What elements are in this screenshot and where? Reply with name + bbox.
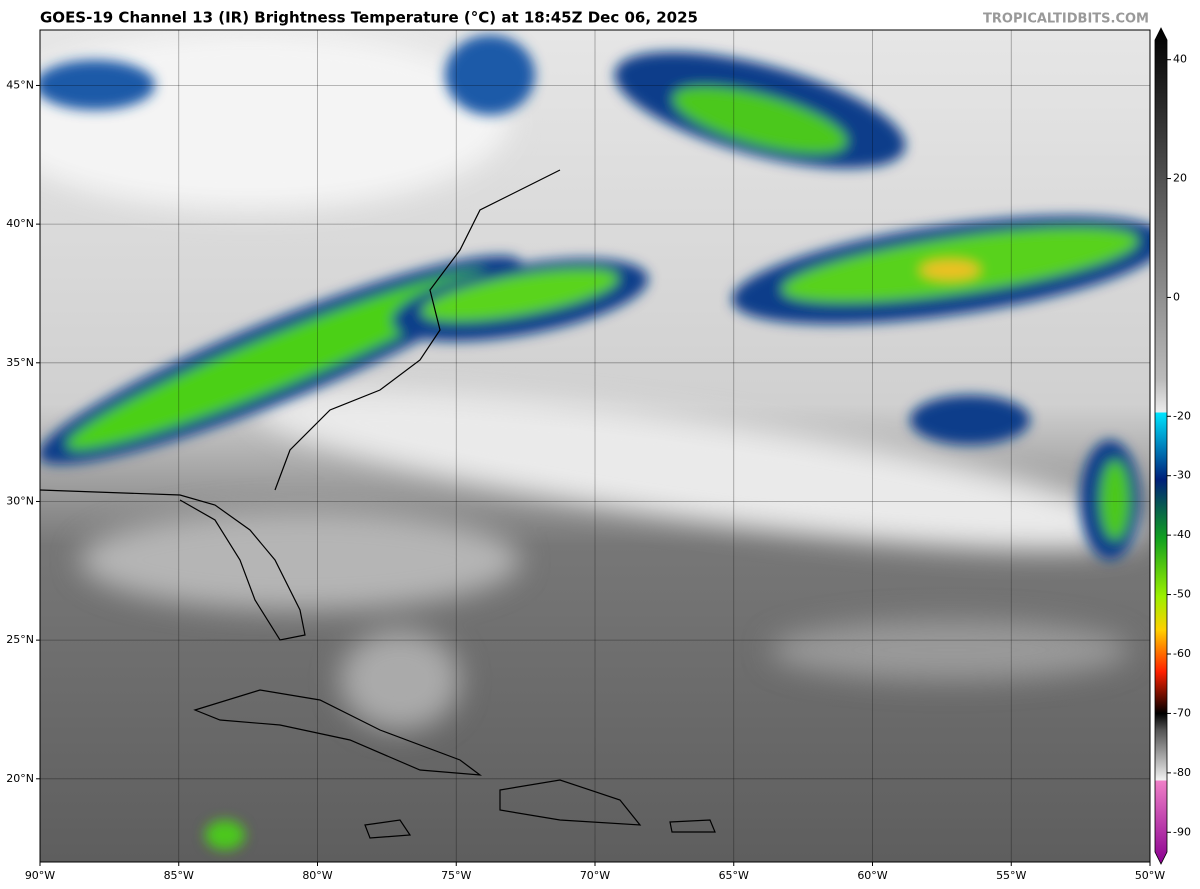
colorbar-tick-label: 0 bbox=[1173, 290, 1180, 303]
x-tick-label: 55°W bbox=[996, 869, 1026, 882]
watermark: TROPICALTIDBITS.COM bbox=[983, 12, 1149, 27]
x-tick-label: 60°W bbox=[857, 869, 887, 882]
satellite-imagery bbox=[40, 30, 1150, 862]
colorbar-tick-label: -40 bbox=[1173, 528, 1191, 541]
y-tick-label: 45°N bbox=[6, 78, 34, 91]
colorbar-tick-label: -50 bbox=[1173, 588, 1191, 601]
colorbar-tick-label: -80 bbox=[1173, 766, 1191, 779]
colorbar-tick-label: 20 bbox=[1173, 172, 1187, 185]
graticule: 90°W 85°W 80°W 75°W 70°W 65°W 60°W 55°W 50°W 20°N… bbox=[6, 30, 1165, 882]
y-tick-label: 25°N bbox=[6, 633, 34, 646]
colorbar-tick-label: -90 bbox=[1173, 825, 1191, 838]
x-tick-label: 65°W bbox=[719, 869, 749, 882]
colorbar-tick-label: -20 bbox=[1173, 409, 1191, 422]
colorbar-ramp bbox=[1154, 27, 1168, 865]
colorbar: 40 20 0 -20 -30 -40 -50 -60 -70 -80 -90 bbox=[1154, 27, 1191, 865]
colorbar-tick-label: -60 bbox=[1173, 647, 1191, 660]
x-tick-label: 85°W bbox=[164, 869, 194, 882]
y-tick-label: 40°N bbox=[6, 217, 34, 230]
colorbar-tick-label: -70 bbox=[1173, 706, 1191, 719]
y-tick-label: 20°N bbox=[6, 772, 34, 785]
x-tick-label: 90°W bbox=[25, 869, 55, 882]
colorbar-tick-label: 40 bbox=[1173, 53, 1187, 66]
map-frame bbox=[39, 29, 1151, 863]
x-tick-label: 50°W bbox=[1135, 869, 1165, 882]
title: GOES-19 Channel 13 (IR) Brightness Tempe… bbox=[40, 9, 698, 27]
y-tick-label: 30°N bbox=[6, 494, 34, 507]
x-tick-label: 70°W bbox=[580, 869, 610, 882]
x-tick-label: 80°W bbox=[302, 869, 332, 882]
y-tick-label: 35°N bbox=[6, 356, 34, 369]
colorbar-tick-label: -30 bbox=[1173, 469, 1191, 482]
coastlines bbox=[40, 169, 716, 839]
x-tick-label: 75°W bbox=[441, 869, 471, 882]
